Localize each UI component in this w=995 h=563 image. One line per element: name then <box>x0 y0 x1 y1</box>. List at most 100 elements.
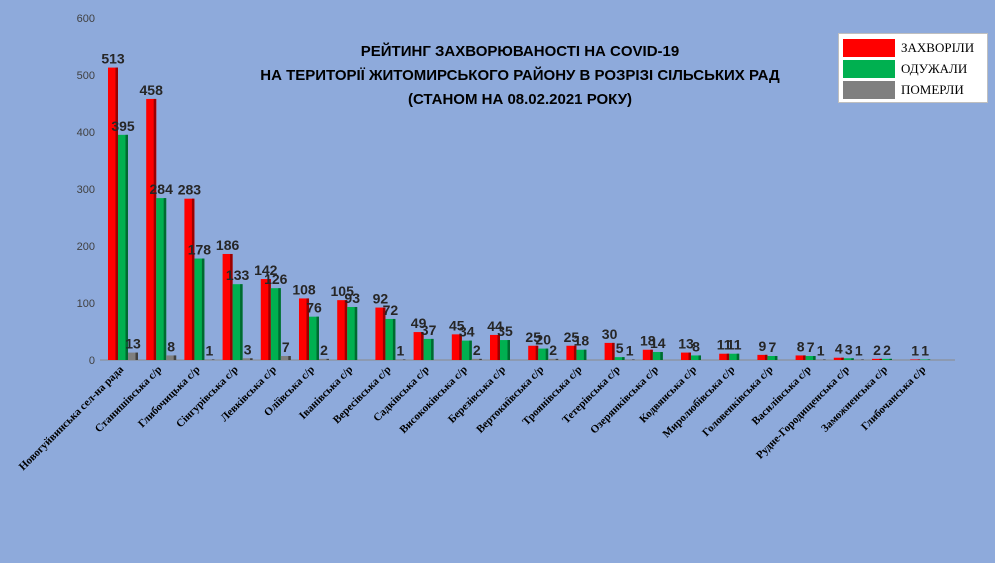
bar <box>795 355 806 360</box>
bar-shade <box>555 358 559 360</box>
bar-shade <box>268 279 271 360</box>
data-label: 8 <box>692 338 700 354</box>
y-tick-label: 600 <box>77 13 95 25</box>
bar <box>385 318 396 360</box>
bar <box>166 355 177 360</box>
data-label: 513 <box>101 51 125 67</box>
data-label: 1 <box>921 342 929 358</box>
bar-shade <box>402 359 406 360</box>
bar <box>853 359 864 360</box>
bar <box>566 345 577 360</box>
bar <box>347 306 358 360</box>
data-label: 18 <box>640 333 656 349</box>
bar <box>528 345 539 360</box>
data-label: 1 <box>911 342 919 358</box>
data-label: 49 <box>411 315 427 331</box>
legend: ЗАХВОРІЛИ ОДУЖАЛИ ПОМЕРЛИ <box>838 33 988 103</box>
data-labels-group: 5133951345828482831781186133314212671087… <box>101 51 929 359</box>
data-label: 108 <box>292 281 316 297</box>
data-label: 284 <box>150 181 174 197</box>
data-label: 395 <box>111 118 135 134</box>
data-label: 9 <box>759 338 767 354</box>
data-label: 14 <box>650 335 666 351</box>
data-label: 45 <box>449 317 465 333</box>
bar-shade <box>823 359 826 360</box>
bar <box>242 358 253 360</box>
bar-shade <box>153 98 157 360</box>
bar <box>118 134 128 360</box>
y-tick-label: 300 <box>77 184 95 196</box>
bar-shade <box>841 357 844 360</box>
bar-shade <box>316 316 319 360</box>
bar-shade <box>479 358 482 360</box>
bar <box>500 340 510 360</box>
x-tick-label: Висококівська с/р <box>398 364 470 436</box>
bar-shade <box>344 300 348 360</box>
legend-swatch-sick <box>843 39 895 57</box>
bar <box>729 353 740 360</box>
bar-shade <box>354 306 358 360</box>
data-label: 25 <box>564 329 580 345</box>
legend-label-recovered: ОДУЖАЛИ <box>901 61 968 76</box>
bar <box>538 348 549 360</box>
x-tick-label: Станишівська с/р <box>93 364 164 435</box>
bar-shade <box>250 358 253 360</box>
data-label: 76 <box>306 300 322 316</box>
bar <box>910 359 921 360</box>
bar <box>319 358 329 360</box>
x-tick-label: Вертокиївська с/р <box>474 364 546 436</box>
bar-shade <box>545 348 549 360</box>
chart-title-line-2: НА ТЕРИТОРІЇ ЖИТОМИРСЬКОГО РАЙОНУ В РОЗР… <box>260 67 780 84</box>
x-tick-label: Заможненська с/р <box>819 364 890 435</box>
data-label: 2 <box>549 342 557 358</box>
bar-shade <box>660 352 663 360</box>
legend-item-sick: ЗАХВОРІЛИ <box>843 38 983 58</box>
bar <box>108 67 118 360</box>
bar <box>270 288 281 360</box>
bar-shade <box>230 253 233 360</box>
data-label: 13 <box>125 336 141 352</box>
bar <box>232 284 243 360</box>
bar-shade <box>326 358 329 360</box>
bar <box>204 359 215 360</box>
bar-shade <box>650 349 653 360</box>
bar-shade <box>813 356 816 360</box>
bar-shade <box>688 352 691 360</box>
data-label: 4 <box>835 341 843 357</box>
bar-shade <box>736 353 740 360</box>
data-label: 2 <box>883 342 891 358</box>
bar-shade <box>392 318 396 360</box>
bar-shade <box>879 358 882 360</box>
bar-shade <box>774 356 778 360</box>
bar <box>604 342 615 360</box>
bar <box>719 353 730 360</box>
x-tick-label: Озерянківська с/р <box>588 364 661 437</box>
bar-shade <box>889 358 892 360</box>
data-label: 30 <box>602 326 618 342</box>
bar-shade <box>459 334 462 360</box>
data-label: 5 <box>616 340 624 356</box>
data-label: 2 <box>473 342 481 358</box>
bar <box>757 354 768 360</box>
bar <box>652 352 663 360</box>
y-tick-label: 100 <box>77 298 95 310</box>
data-label: 93 <box>344 290 360 306</box>
legend-label-sick: ЗАХВОРІЛИ <box>901 40 975 55</box>
bar <box>642 349 653 360</box>
bar-shade <box>612 342 615 360</box>
bar-shade <box>431 338 434 360</box>
data-label: 1 <box>397 342 405 358</box>
data-label: 178 <box>188 242 212 258</box>
bar-shade <box>698 355 701 360</box>
bar <box>309 316 319 360</box>
bar <box>882 358 892 360</box>
bar <box>805 356 816 360</box>
bar-shade <box>163 198 167 360</box>
data-label: 133 <box>226 267 250 283</box>
bar <box>156 198 167 360</box>
y-tick-label: 200 <box>77 241 95 253</box>
data-label: 72 <box>383 302 399 318</box>
bar-shade <box>927 359 931 360</box>
